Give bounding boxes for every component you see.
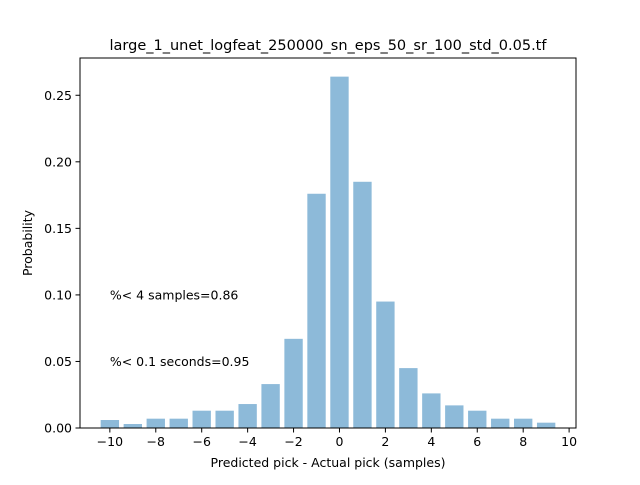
bar: [100, 420, 120, 428]
bar: [422, 393, 441, 428]
x-tick-label: 8: [519, 434, 527, 449]
y-tick-label: 0.15: [44, 221, 72, 236]
plot-frame: [79, 57, 577, 429]
bar: [376, 301, 395, 428]
bar: [284, 338, 303, 428]
y-tick-label: 0.00: [44, 421, 72, 436]
chart-title: large_1_unet_logfeat_250000_sn_eps_50_sr…: [110, 38, 548, 54]
x-tick-label: 0: [336, 434, 344, 449]
bar: [445, 405, 464, 428]
bar: [169, 418, 188, 428]
bar: [399, 368, 418, 428]
y-tick-label: 0.25: [44, 88, 72, 103]
x-tick-label: −4: [238, 434, 256, 449]
y-axis-ticks: 0.00 0.05 0.10 0.15 0.20 0.25: [44, 88, 80, 436]
bar: [261, 384, 280, 428]
x-tick-label: −2: [284, 434, 302, 449]
x-axis-label: Predicted pick - Actual pick (samples): [211, 455, 446, 470]
x-tick-label: −6: [192, 434, 210, 449]
x-axis-ticks: −10 −8 −6 −4 −2 0 2 4 6 8 10: [97, 428, 577, 449]
x-tick-label: 10: [561, 434, 577, 449]
bar: [307, 193, 326, 428]
bar: [468, 410, 487, 428]
y-tick-label: 0.20: [44, 154, 72, 169]
annotations-group: %< 4 samples=0.86 %< 0.1 seconds=0.95: [110, 287, 250, 369]
bar: [192, 410, 211, 428]
bars-group: [100, 76, 556, 429]
annotation-text: %< 4 samples=0.86: [110, 287, 239, 302]
annotation-text: %< 0.1 seconds=0.95: [110, 354, 250, 369]
bar: [238, 404, 257, 428]
bar: [536, 422, 556, 428]
bar: [330, 76, 349, 429]
x-tick-label: 6: [473, 434, 481, 449]
x-tick-label: −8: [147, 434, 165, 449]
bar: [353, 181, 372, 428]
x-tick-label: 2: [381, 434, 389, 449]
bar: [491, 418, 510, 428]
bar: [514, 418, 533, 428]
bar: [123, 424, 142, 428]
x-tick-label: −10: [97, 434, 123, 449]
bar: [215, 410, 234, 428]
y-tick-label: 0.10: [44, 287, 72, 302]
y-tick-label: 0.05: [44, 354, 72, 369]
bar: [146, 418, 165, 428]
y-axis-label: Probability: [20, 209, 35, 276]
x-tick-label: 4: [427, 434, 435, 449]
